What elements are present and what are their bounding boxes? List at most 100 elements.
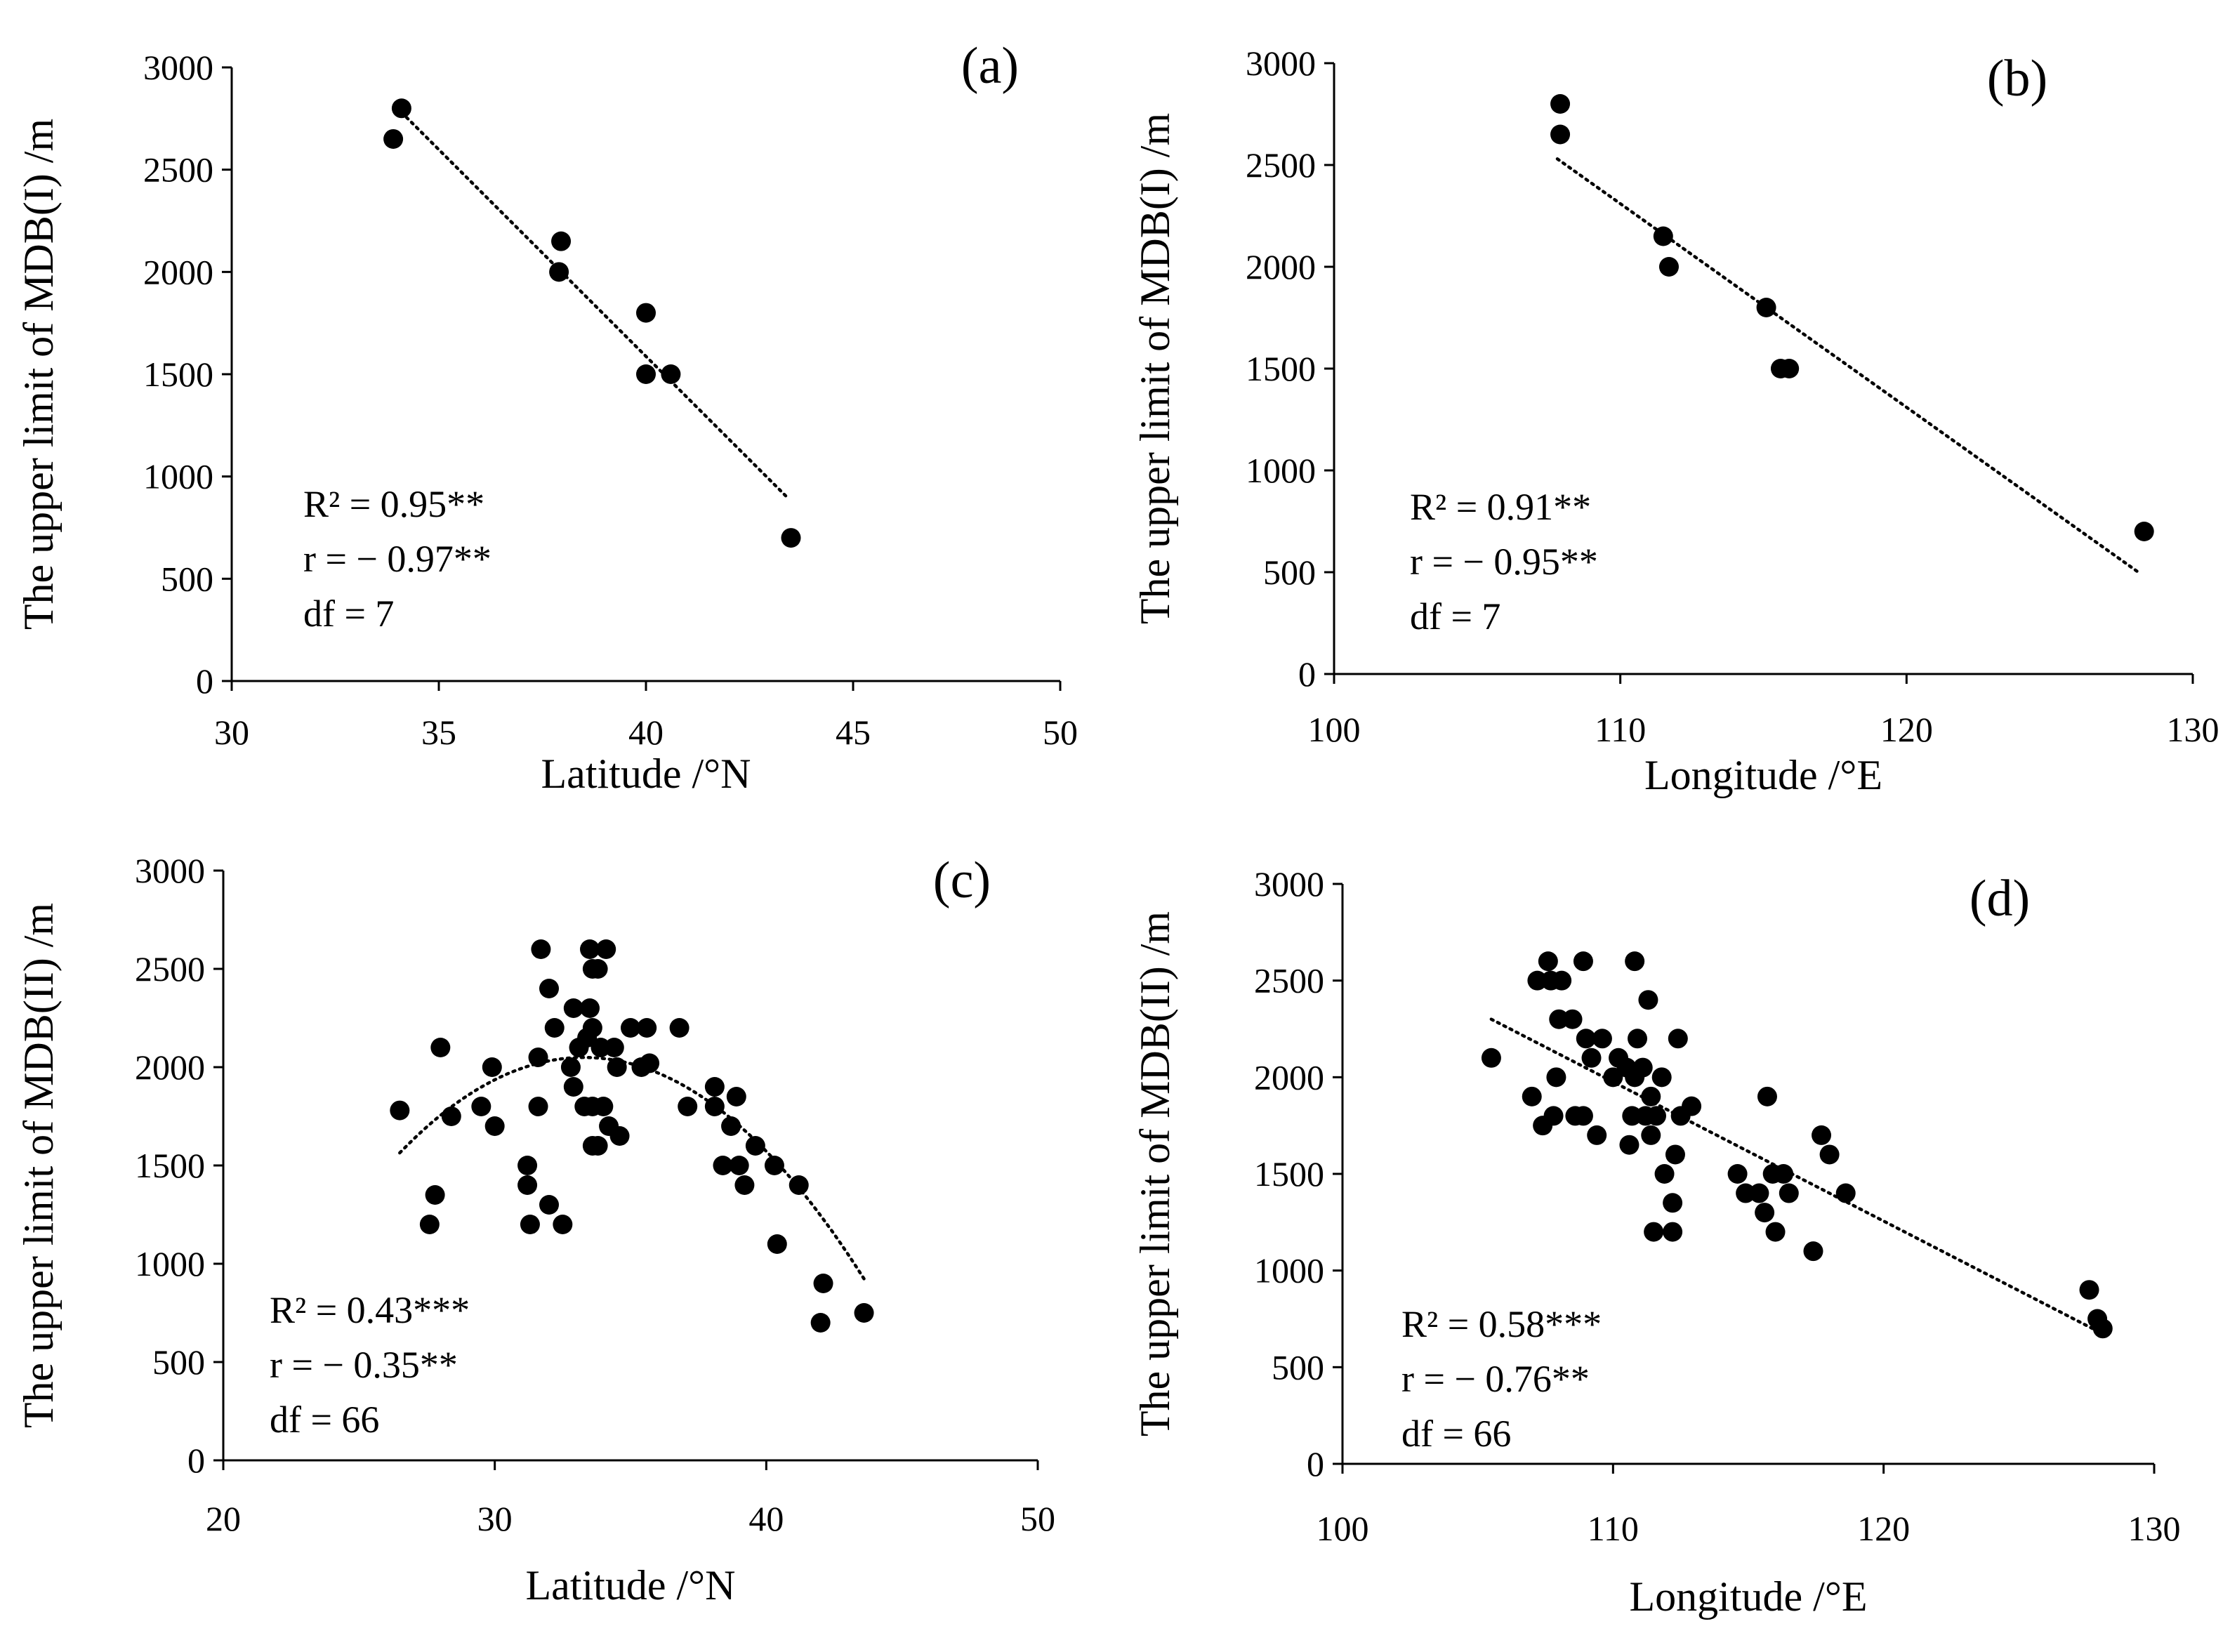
data-point [517,1156,538,1175]
data-point [1587,1125,1607,1145]
data-point [767,1234,787,1254]
chart-svg-a: 0 500 1000 1500 2000 2500 3000 30 35 40 45 50 Latitu… [15,37,1078,797]
data-point [1625,951,1645,972]
x-tick-label: 30 [214,713,249,752]
data-point [1779,359,1800,378]
data-point [678,1097,698,1116]
y-tick-label: 2000 [1254,1057,1324,1097]
chart-panel-d: 0 500 1000 1500 2000 2500 3000 100 110 120 130 Long… [1115,824,2230,1648]
data-point [661,364,681,384]
data-point [441,1106,461,1126]
data-point [1619,1135,1639,1155]
data-point [713,1156,733,1175]
data-point [607,1057,627,1077]
data-point [588,959,608,979]
data-point [528,1097,548,1116]
data-point [2092,1319,2113,1339]
data-point [1663,1222,1683,1242]
data-point [1653,226,1673,246]
y-tick-label: 1000 [1246,451,1316,490]
data-point [1803,1241,1823,1262]
y-tick-label: 2000 [135,1048,205,1087]
data-point [1552,970,1572,991]
data-point [1538,951,1558,972]
stat-annotation: R² = 0.58*** [1401,1303,1602,1345]
data-point [1576,1029,1596,1049]
x-tick-label: 110 [1595,710,1646,749]
y-tick-label: 3000 [135,851,205,890]
data-point [1736,1183,1756,1203]
y-tick-label: 3000 [1254,864,1324,904]
data-point [636,364,656,384]
data-point [1663,1193,1683,1213]
data-point [419,1215,440,1234]
data-point [430,1038,451,1057]
data-point [764,1156,784,1175]
data-point [781,528,801,548]
x-tick-label: 40 [748,1499,784,1538]
x-tick-label: 30 [477,1499,513,1538]
chart-svg-d: 0 500 1000 1500 2000 2500 3000 100 110 120 130 Long… [1132,864,2181,1620]
data-point [1550,94,1571,114]
stat-annotation: df = 66 [1401,1413,1511,1455]
y-tick-label: 2500 [135,949,205,989]
data-point [1774,1164,1794,1184]
x-tick-label: 50 [1043,713,1078,752]
y-tick-label: 2500 [1254,961,1324,1000]
trend-line [1489,1017,2102,1335]
y-tick-label: 2500 [143,150,213,190]
y-tick-label: 3000 [143,48,213,87]
panel-label: (c) [933,852,991,909]
chart-panel-c: 0 500 1000 1500 2000 2500 3000 20 30 40 50 Latitude… [0,824,1115,1648]
data-point [1749,1183,1769,1203]
y-tick-label: 1500 [1246,349,1316,388]
x-tick-label: 120 [1880,710,1933,749]
y-tick-label: 2000 [1246,247,1316,286]
data-point [1757,1086,1777,1106]
data-point [1658,257,1679,277]
data-point [721,1116,741,1136]
data-point [563,998,583,1018]
data-point [1562,1009,1583,1029]
y-tick-label: 0 [1307,1444,1324,1484]
data-point [582,1018,602,1038]
data-point [2134,522,2154,541]
chart-svg-b: 0 500 1000 1500 2000 2500 3000 100 110 120 130 Long… [1132,44,2219,798]
data-point [425,1185,445,1205]
data-point [1668,1029,1688,1049]
y-tick-label: 1000 [143,457,213,496]
x-tick-label: 20 [206,1499,241,1538]
trend-line [400,110,789,499]
data-point [539,1195,559,1215]
panel-label: (d) [1970,870,2030,927]
data-point [1573,1106,1593,1126]
stat-annotation: R² = 0.91** [1410,486,1591,528]
data-point [593,1097,614,1116]
y-axis-title: The upper limit of MDB(II) /m [15,903,62,1428]
data-point [1628,1029,1648,1049]
y-tick-label: 500 [1272,1347,1324,1387]
data-point [560,1057,581,1077]
panel-label: (b) [1987,50,2047,107]
x-axis-title: Latitude /°N [526,1562,736,1608]
x-axis-title: Longitude /°E [1630,1573,1868,1620]
stat-annotation: df = 7 [1410,595,1500,637]
data-point [1779,1183,1799,1203]
data-point [1549,1009,1569,1029]
data-point [1546,1067,1566,1088]
data-point [1665,1144,1685,1165]
data-point [531,939,551,959]
data-point [1573,951,1593,972]
data-point [1812,1125,1832,1145]
data-point [1682,1096,1702,1116]
y-tick-label: 500 [161,559,213,598]
trend-line [398,1055,866,1281]
stat-annotation: R² = 0.95** [303,483,484,525]
data-point [640,1053,660,1073]
data-point [704,1077,725,1097]
chart-panel-b: 0 500 1000 1500 2000 2500 3000 100 110 120 130 Long… [1115,0,2230,824]
data-point [1835,1183,1856,1203]
data-point [1819,1144,1840,1165]
panel-label: (a) [961,37,1019,95]
